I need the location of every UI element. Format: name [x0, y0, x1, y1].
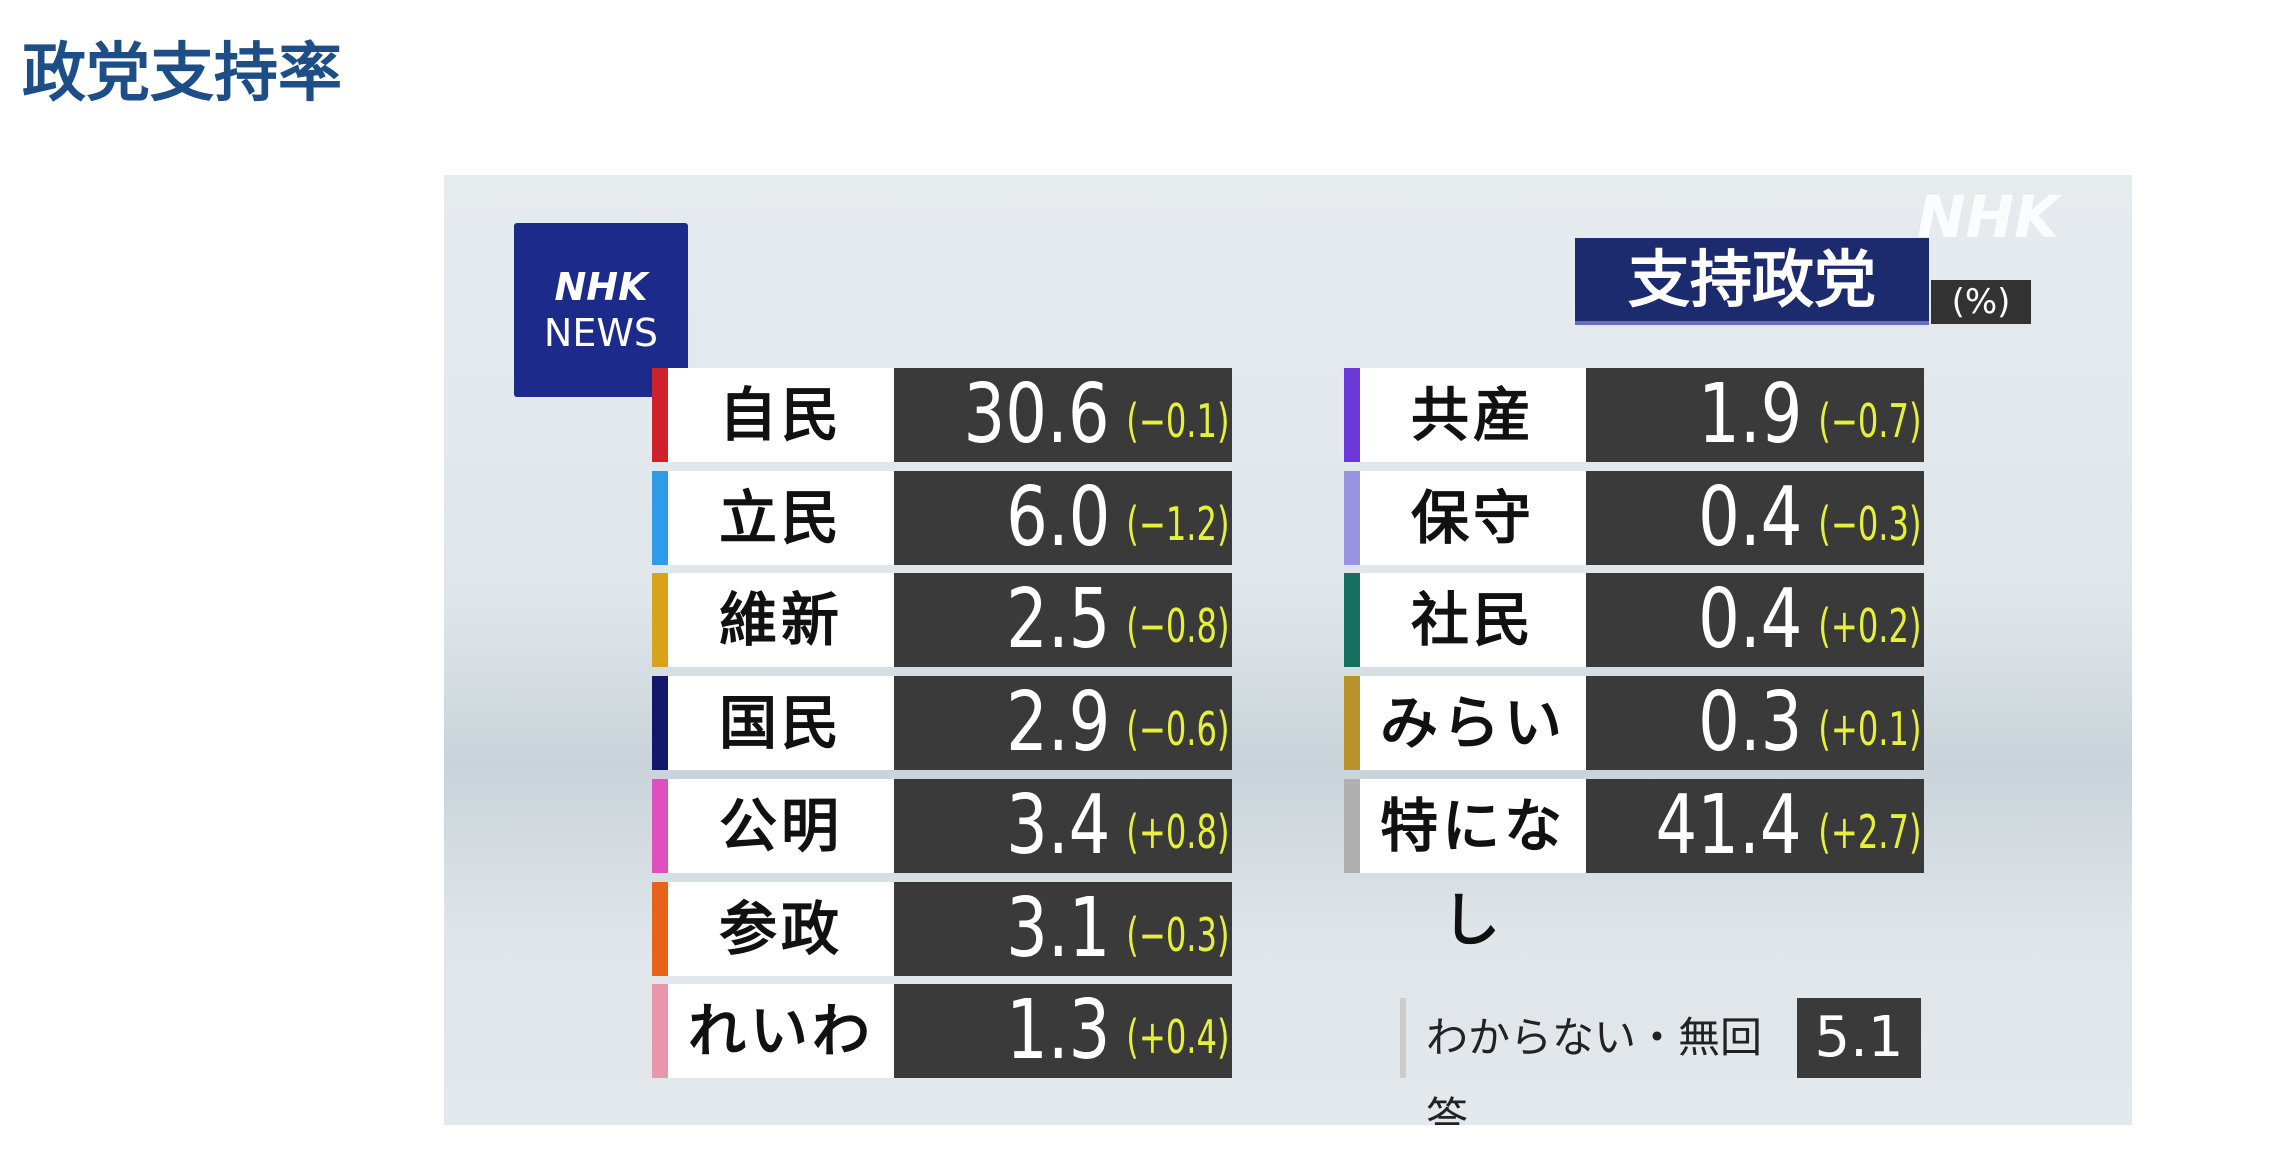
party-row: 維新 2.5 (−0.8): [652, 572, 1232, 668]
change-value: (−0.7): [1818, 394, 1922, 448]
party-row: 自民 30.6 (−0.1): [652, 368, 1232, 462]
logo-nhk: NHK: [554, 265, 648, 309]
page-title: 政党支持率: [22, 37, 342, 111]
party-label: 共産: [1344, 368, 1586, 462]
support-value: 1.3: [1005, 983, 1110, 1079]
value-cell: 1.3 (+0.4): [894, 983, 1232, 1079]
support-value: 0.4: [1697, 469, 1802, 565]
value-cell: 1.9 (−0.7): [1586, 368, 1924, 462]
value-cell: 41.4 (+2.7): [1586, 777, 1924, 873]
party-row: れいわ 1.3 (+0.4): [652, 983, 1232, 1079]
support-value: 0.3: [1697, 675, 1802, 771]
party-row: 公明 3.4 (+0.8): [652, 777, 1232, 873]
change-value: (−1.2): [1126, 496, 1230, 551]
party-label: 国民: [652, 676, 894, 771]
party-label: 立民: [652, 470, 894, 565]
change-value: (−0.3): [1818, 496, 1922, 551]
value-cell: 3.1 (−0.3): [894, 880, 1232, 976]
party-row: 特になし 41.4 (+2.7): [1344, 777, 1924, 954]
party-row: みらい 0.3 (+0.1): [1344, 675, 1924, 771]
party-row: 共産 1.9 (−0.7): [1344, 368, 1924, 462]
support-value: 6.0: [1005, 469, 1110, 565]
value-cell: 30.6 (−0.1): [894, 368, 1232, 462]
party-label: 保守: [1344, 470, 1586, 565]
change-value: (+0.1): [1818, 702, 1922, 757]
support-value: 41.4: [1655, 777, 1802, 873]
change-value: (−0.3): [1126, 907, 1230, 962]
change-value: (−0.8): [1126, 599, 1230, 654]
party-row: 国民 2.9 (−0.6): [652, 675, 1232, 771]
value-cell: 2.9 (−0.6): [894, 675, 1232, 771]
value-cell: 2.5 (−0.8): [894, 572, 1232, 668]
support-value: 2.9: [1005, 675, 1110, 771]
value-cell: 6.0 (−1.2): [894, 469, 1232, 565]
value-cell: 3.4 (+0.8): [894, 777, 1232, 873]
party-label: 特になし: [1344, 778, 1586, 954]
support-value: 3.1: [1005, 880, 1110, 976]
change-value: (+2.7): [1818, 804, 1922, 859]
support-value: 0.4: [1697, 572, 1802, 668]
party-label: 参政: [652, 881, 894, 976]
support-value: 1.9: [1697, 367, 1802, 462]
nhk-watermark: NHK: [1917, 183, 2060, 251]
change-value: (+0.8): [1126, 804, 1230, 859]
graphic-header: 支持政党: [1575, 238, 1929, 325]
logo-news: NEWS: [543, 311, 659, 355]
party-label: れいわ: [652, 984, 894, 1079]
support-value: 30.6: [963, 367, 1110, 462]
party-label: 自民: [652, 368, 894, 462]
support-value: 2.5: [1005, 572, 1110, 668]
support-value: 3.4: [1005, 777, 1110, 873]
nhk-news-logo: NHK NEWS: [514, 223, 688, 397]
party-row: 社民 0.4 (+0.2): [1344, 572, 1924, 668]
change-value: (−0.6): [1126, 702, 1230, 757]
party-label: みらい: [1344, 676, 1586, 771]
change-value: (+0.4): [1126, 1010, 1230, 1065]
party-label: 維新: [652, 573, 894, 668]
support-graphic: NHK NEWS NHK 支持政党 (%) 自民 30.6 (−0.1) 立民 6.0 (…: [444, 175, 2132, 1125]
value-cell: 0.3 (+0.1): [1586, 675, 1924, 771]
party-label: 社民: [1344, 573, 1586, 668]
value-cell: 0.4 (+0.2): [1586, 572, 1924, 668]
party-row: 参政 3.1 (−0.3): [652, 880, 1232, 976]
dont-know-label: わからない・無回答: [1400, 998, 1797, 1125]
value-cell: 0.4 (−0.3): [1586, 469, 1924, 565]
dont-know-value: 5.1: [1797, 998, 1921, 1078]
change-value: (+0.2): [1818, 599, 1922, 654]
dont-know-row: わからない・無回答 5.1: [1400, 998, 1921, 1125]
change-value: (−0.1): [1126, 394, 1230, 448]
party-row: 立民 6.0 (−1.2): [652, 469, 1232, 565]
party-label: 公明: [652, 778, 894, 873]
party-row: 保守 0.4 (−0.3): [1344, 469, 1924, 565]
unit-label: (%): [1931, 280, 2031, 324]
